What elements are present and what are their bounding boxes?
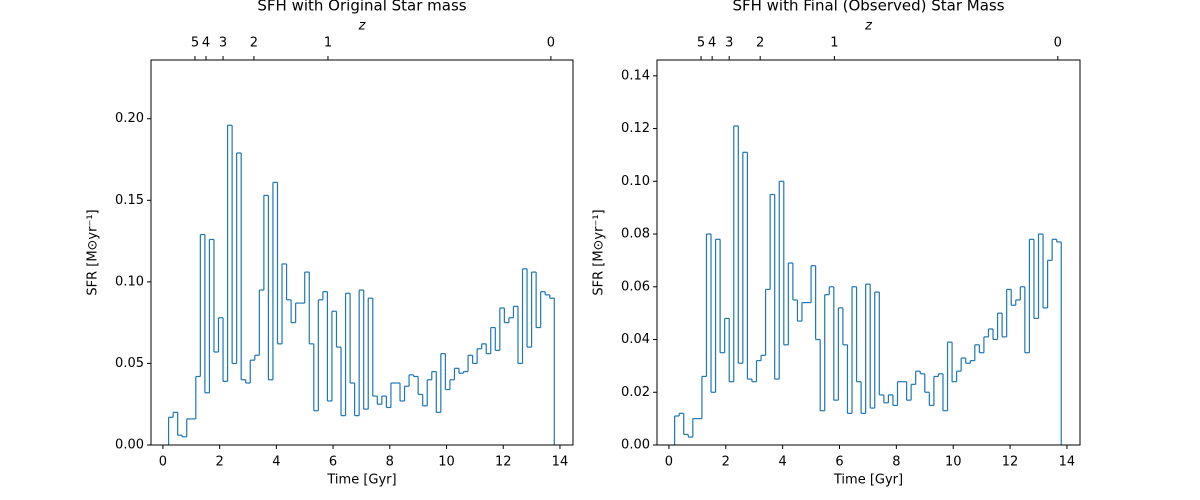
y-tick-label: 0.00 [115,438,144,453]
x-tick-label: 10 [438,455,455,470]
top-tick-label: 2 [250,36,258,51]
y-tick-label: 0.15 [115,193,144,208]
x-tick-label: 2 [215,455,223,470]
x-tick-label: 0 [665,455,673,470]
y-tick-label: 0.08 [621,227,650,242]
top-tick-label: 3 [725,36,733,51]
y-tick-label: 0.00 [621,438,650,453]
y-axis-label: SFR [M⊙yr⁻¹] [86,209,101,295]
y-tick-label: 0.04 [621,332,650,347]
y-tick-label: 0.05 [115,356,144,371]
top-tick-label: 2 [756,36,764,51]
chart-title: SFH with Final (Observed) Star Mass [732,0,1004,15]
x-tick-label: 14 [1059,455,1076,470]
x-tick-label: 8 [386,455,394,470]
y-tick-label: 0.10 [621,174,650,189]
x-tick-label: 4 [779,455,787,470]
x-tick-label: 0 [159,455,167,470]
top-tick-label: 4 [708,36,716,51]
top-axis-label: z [358,19,367,34]
top-axis-label: z [864,19,873,34]
x-axis-label: Time [Gyr] [326,473,396,488]
top-tick-label: 3 [219,36,227,51]
x-axis-label: Time [Gyr] [833,473,903,488]
top-tick-label: 0 [547,36,555,51]
axes-frame [656,59,1081,446]
top-tick-label: 5 [697,36,705,51]
top-tick-label: 1 [324,36,332,51]
x-tick-label: 12 [495,455,512,470]
x-tick-label: 8 [892,455,900,470]
y-tick-label: 0.20 [115,111,144,126]
x-tick-label: 2 [722,455,730,470]
top-tick-label: 4 [202,36,210,51]
x-tick-label: 6 [329,455,337,470]
x-tick-label: 14 [552,455,569,470]
x-tick-label: 4 [272,455,280,470]
y-axis-label: SFR [M⊙yr⁻¹] [592,209,607,295]
y-tick-label: 0.12 [621,121,650,136]
y-tick-label: 0.06 [621,279,650,294]
top-tick-label: 0 [1054,36,1062,51]
y-tick-label: 0.02 [621,385,650,400]
y-tick-label: 0.10 [115,274,144,289]
x-tick-label: 12 [1002,455,1019,470]
x-tick-label: 6 [835,455,843,470]
y-tick-label: 0.14 [621,68,650,83]
top-tick-label: 1 [830,36,838,51]
top-tick-label: 5 [191,36,199,51]
chart-title: SFH with Original Star mass [257,0,466,15]
x-tick-label: 10 [945,455,962,470]
axes-frame [150,59,574,446]
